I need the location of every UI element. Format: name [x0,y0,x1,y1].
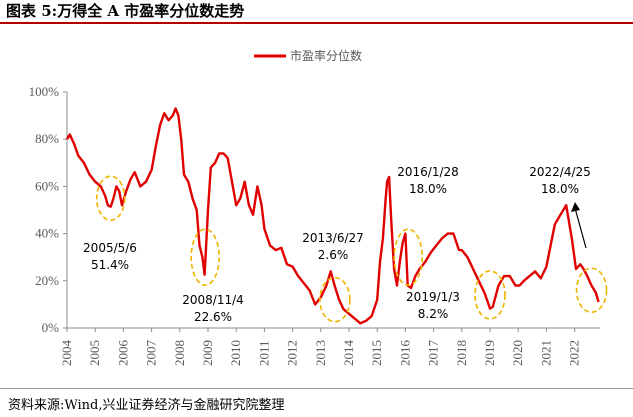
highlight-ellipse [575,267,608,314]
series-line-pe-percentile [65,107,600,325]
x-tick-label: 2016 [397,340,412,367]
x-tick-label: 2015 [369,340,384,366]
x-tick-label: 2004 [59,340,74,367]
axes [66,92,600,329]
arrow-head [571,202,580,212]
y-tick-label: 100% [29,84,60,99]
x-tick-group: 2004 2005 2006 2007 2008 2009 2010 2011 2012 2013… [59,328,582,366]
highlight-ellipse [393,228,424,286]
y-tick-label: 80% [35,131,59,146]
x-tick-label: 2010 [228,340,243,366]
annotation-date: 2008/11/4 [182,293,244,307]
x-tick-label: 2006 [115,340,130,367]
y-tick-group: 0% 20% 40% 60% 80% 100% [29,84,67,335]
annotation-value: 2.6% [318,248,349,262]
annotation-date: 2019/1/3 [406,290,460,304]
legend: 市盈率分位数 [254,48,362,63]
annotation-date: 2016/1/28 [397,165,459,179]
x-tick-label: 2009 [200,340,215,366]
x-tick-label: 2021 [538,340,553,366]
figure-title: 图表 5:万得全 A 市盈率分位数走势 [6,2,245,20]
trend-arrow [571,202,587,249]
annotation-date: 2013/6/27 [302,231,364,245]
x-tick-label: 2007 [144,340,159,367]
y-tick-label: 0% [42,320,60,335]
y-tick-label: 20% [35,273,59,288]
highlight-ellipse [474,270,506,320]
y-tick-label: 40% [35,226,59,241]
annotation-date: 2005/5/6 [83,241,137,255]
highlight-ellipse [190,228,220,286]
x-tick-label: 2008 [172,340,187,366]
x-tick-label: 2019 [482,340,497,366]
annotation-value: 18.0% [409,182,447,196]
arrow-shaft [574,207,587,249]
source-note: 资料来源:Wind,兴业证券经济与金融研究院整理 [8,398,285,413]
annotation-labels: 2005/5/6 51.4% 2008/11/4 22.6% 2013/6/27 2.6%… [83,165,591,324]
annotation-value: 8.2% [418,307,449,321]
x-tick-label: 2018 [454,340,469,366]
x-tick-label: 2022 [567,340,582,366]
title-divider [0,22,633,24]
y-tick-label: 60% [35,178,59,193]
x-tick-label: 2005 [87,340,102,366]
annotation-value: 51.4% [91,258,129,272]
legend-label: 市盈率分位数 [290,48,362,63]
x-tick-label: 2020 [510,340,525,366]
x-tick-label: 2017 [426,340,441,367]
x-tick-label: 2012 [285,340,300,366]
x-tick-label: 2013 [313,340,328,366]
x-tick-label: 2014 [341,340,356,367]
annotation-date: 2022/4/25 [529,165,591,179]
annotation-value: 18.0% [541,182,579,196]
source-divider [0,388,633,389]
highlight-ellipses [95,175,608,323]
pe-percentile-chart: 0%20%40%60%80%100% 2004 2005 2006 2007 2008 2… [29,48,608,366]
highlight-ellipse [319,276,351,323]
x-tick-label: 2011 [256,340,271,366]
annotation-value: 22.6% [194,310,232,324]
highlight-ellipse [95,175,126,221]
